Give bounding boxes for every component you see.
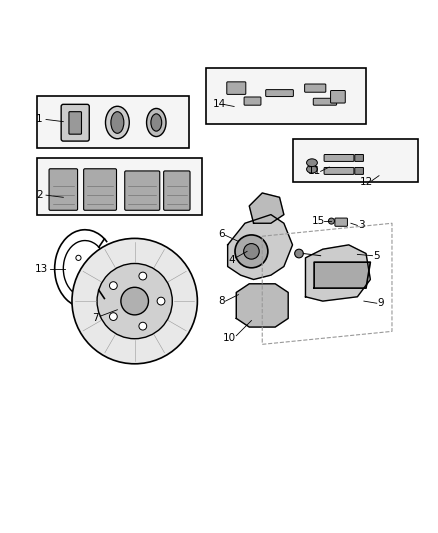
FancyBboxPatch shape — [61, 104, 89, 141]
Circle shape — [139, 322, 147, 330]
Circle shape — [139, 272, 147, 280]
Text: 12: 12 — [360, 177, 373, 187]
FancyBboxPatch shape — [355, 155, 364, 161]
Circle shape — [157, 297, 165, 305]
Circle shape — [244, 244, 259, 259]
Text: 6: 6 — [218, 229, 224, 239]
Ellipse shape — [106, 106, 129, 139]
FancyBboxPatch shape — [331, 91, 345, 103]
FancyBboxPatch shape — [266, 90, 293, 96]
Text: 10: 10 — [223, 333, 237, 343]
FancyBboxPatch shape — [244, 97, 261, 105]
Ellipse shape — [307, 159, 318, 167]
Text: 1: 1 — [36, 115, 43, 125]
Circle shape — [110, 282, 117, 289]
FancyBboxPatch shape — [206, 68, 366, 124]
FancyBboxPatch shape — [355, 167, 364, 174]
FancyBboxPatch shape — [125, 171, 160, 211]
Ellipse shape — [151, 114, 162, 131]
Text: 5: 5 — [374, 251, 380, 261]
Text: 13: 13 — [35, 264, 48, 273]
Text: 8: 8 — [218, 296, 224, 306]
Circle shape — [80, 277, 85, 282]
FancyBboxPatch shape — [164, 171, 190, 211]
Text: 4: 4 — [229, 255, 235, 265]
Text: 9: 9 — [378, 298, 385, 308]
FancyBboxPatch shape — [37, 96, 189, 148]
Polygon shape — [228, 215, 293, 279]
Polygon shape — [236, 284, 288, 327]
Circle shape — [110, 313, 117, 320]
FancyBboxPatch shape — [37, 158, 202, 215]
Polygon shape — [249, 193, 284, 223]
FancyBboxPatch shape — [304, 84, 326, 92]
Text: 2: 2 — [36, 190, 43, 200]
FancyBboxPatch shape — [324, 167, 354, 174]
Circle shape — [76, 255, 81, 261]
Polygon shape — [314, 262, 371, 288]
FancyBboxPatch shape — [293, 139, 418, 182]
FancyBboxPatch shape — [335, 218, 347, 227]
Ellipse shape — [111, 112, 124, 133]
Text: 14: 14 — [212, 99, 226, 109]
Ellipse shape — [147, 108, 166, 136]
Text: 11: 11 — [307, 166, 321, 176]
FancyBboxPatch shape — [49, 169, 78, 211]
FancyBboxPatch shape — [227, 82, 246, 94]
Circle shape — [295, 249, 304, 258]
Circle shape — [328, 218, 335, 224]
Text: 7: 7 — [92, 313, 99, 324]
Circle shape — [235, 235, 268, 268]
FancyBboxPatch shape — [84, 169, 117, 211]
FancyBboxPatch shape — [313, 98, 337, 105]
FancyBboxPatch shape — [69, 112, 81, 134]
Circle shape — [121, 287, 148, 315]
Ellipse shape — [307, 165, 318, 173]
Circle shape — [72, 238, 198, 364]
Text: 15: 15 — [312, 216, 325, 226]
FancyBboxPatch shape — [324, 155, 354, 161]
Text: 3: 3 — [358, 221, 365, 230]
Circle shape — [97, 263, 172, 338]
Polygon shape — [305, 245, 371, 301]
